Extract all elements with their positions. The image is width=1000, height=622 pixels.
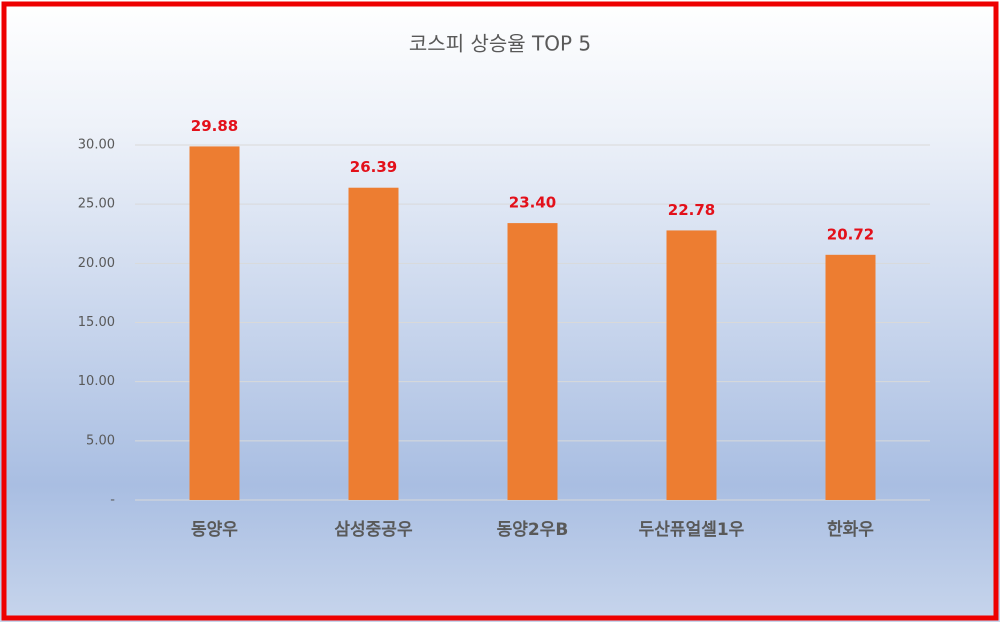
x-tick-label: 두산퓨얼셀1우 (639, 520, 745, 540)
y-tick-label: 15.00 (78, 315, 115, 330)
data-label: 26.39 (350, 158, 397, 176)
y-tick-label: 5.00 (86, 433, 115, 448)
data-label: 29.88 (191, 117, 238, 135)
data-label: 20.72 (827, 225, 874, 243)
data-label: 23.40 (509, 194, 556, 212)
bar (348, 187, 399, 501)
chart-title: 코스피 상승율 TOP 5 (409, 32, 591, 56)
y-tick-label: 25.00 (78, 197, 115, 212)
x-tick-label: 동양2우B (497, 520, 569, 540)
bar (189, 146, 240, 501)
x-tick-label: 한화우 (827, 520, 874, 540)
y-tick-label: 10.00 (78, 374, 115, 389)
y-tick-label: - (110, 493, 115, 508)
x-tick-label: 삼성중공우 (334, 520, 413, 540)
data-label: 22.78 (668, 201, 715, 219)
y-tick-label: 30.00 (78, 138, 115, 153)
bar (666, 230, 717, 501)
bar (507, 223, 558, 500)
y-tick-label: 20.00 (78, 256, 115, 271)
x-tick-label: 동양우 (191, 520, 238, 540)
bar (825, 254, 876, 500)
